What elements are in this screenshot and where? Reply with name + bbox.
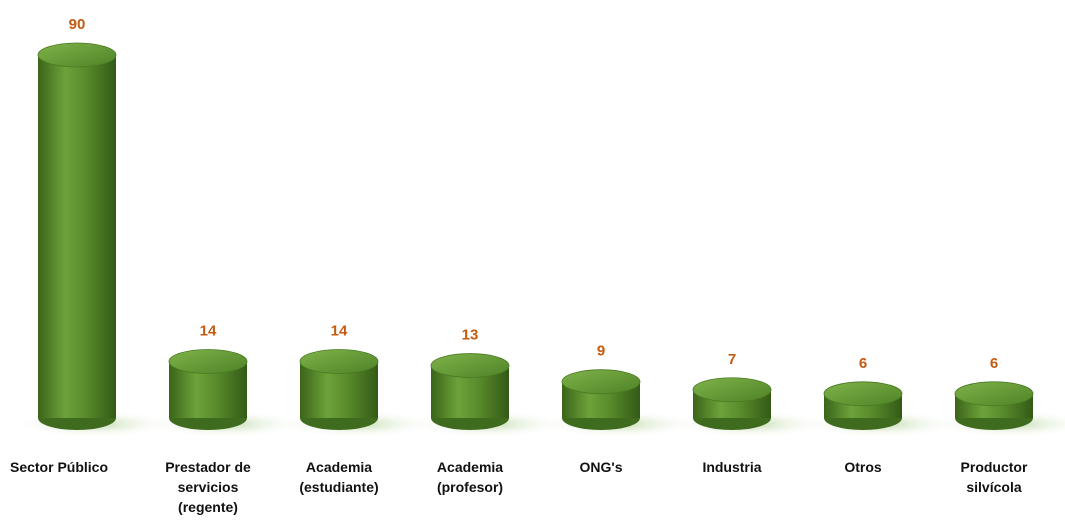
tick-label-line: (regente) — [178, 499, 238, 515]
bar-7 — [954, 381, 1034, 430]
tick-label-line: Sector Público — [10, 459, 108, 475]
bar-4 — [561, 369, 641, 430]
data-label: 6 — [990, 355, 998, 372]
tick-label-line: (profesor) — [437, 479, 503, 495]
bar-top-cap — [823, 381, 903, 407]
tick-label-line: Academia — [306, 459, 372, 475]
tick-label-line: Academia — [437, 459, 503, 475]
bar-top-cap — [430, 353, 510, 378]
bar-0 — [37, 42, 117, 430]
value-labels-group: 90 14 14 13 9 7 6 6 — [69, 16, 999, 372]
bar-top-cap — [168, 349, 248, 374]
tick-label: Prestador de servicios (regente) — [165, 459, 251, 515]
tick-label: Productor silvícola — [961, 459, 1028, 495]
bar-top-cap — [561, 369, 641, 395]
category-labels-group: Sector Público Prestador de servicios (rege… — [10, 459, 1028, 515]
data-label: 14 — [331, 323, 348, 340]
bar-5 — [692, 377, 772, 430]
tick-label: Sector Público — [10, 459, 108, 475]
bar-3 — [430, 353, 510, 430]
tick-label: Industria — [702, 459, 761, 475]
data-label: 13 — [462, 327, 479, 344]
tick-label-line: (estudiante) — [299, 479, 378, 495]
tick-label-line: Productor — [961, 459, 1028, 475]
tick-label-line: silvícola — [966, 479, 1021, 495]
tick-label-line: ONG's — [579, 459, 622, 475]
data-label: 90 — [69, 16, 86, 33]
data-label: 9 — [597, 343, 605, 360]
bars-group — [37, 42, 1034, 430]
tick-label-line: Otros — [844, 459, 882, 475]
tick-label-line: Prestador de — [165, 459, 251, 475]
bar-top-cap — [954, 381, 1034, 407]
tick-label: Otros — [844, 459, 882, 475]
bar-body — [38, 55, 116, 418]
data-label: 7 — [728, 351, 736, 368]
bar-top-cap — [37, 42, 117, 68]
bar-top-cap — [299, 349, 379, 374]
tick-label: Academia (profesor) — [437, 459, 503, 495]
bar-2 — [299, 349, 379, 430]
data-label: 6 — [859, 355, 867, 372]
bar-top-cap — [692, 377, 772, 403]
bar-1 — [168, 349, 248, 430]
tick-label: ONG's — [579, 459, 622, 475]
tick-label: Academia (estudiante) — [299, 459, 378, 495]
bar-6 — [823, 381, 903, 430]
tick-label-line: servicios — [178, 479, 239, 495]
data-label: 14 — [200, 323, 217, 340]
tick-label-line: Industria — [702, 459, 761, 475]
